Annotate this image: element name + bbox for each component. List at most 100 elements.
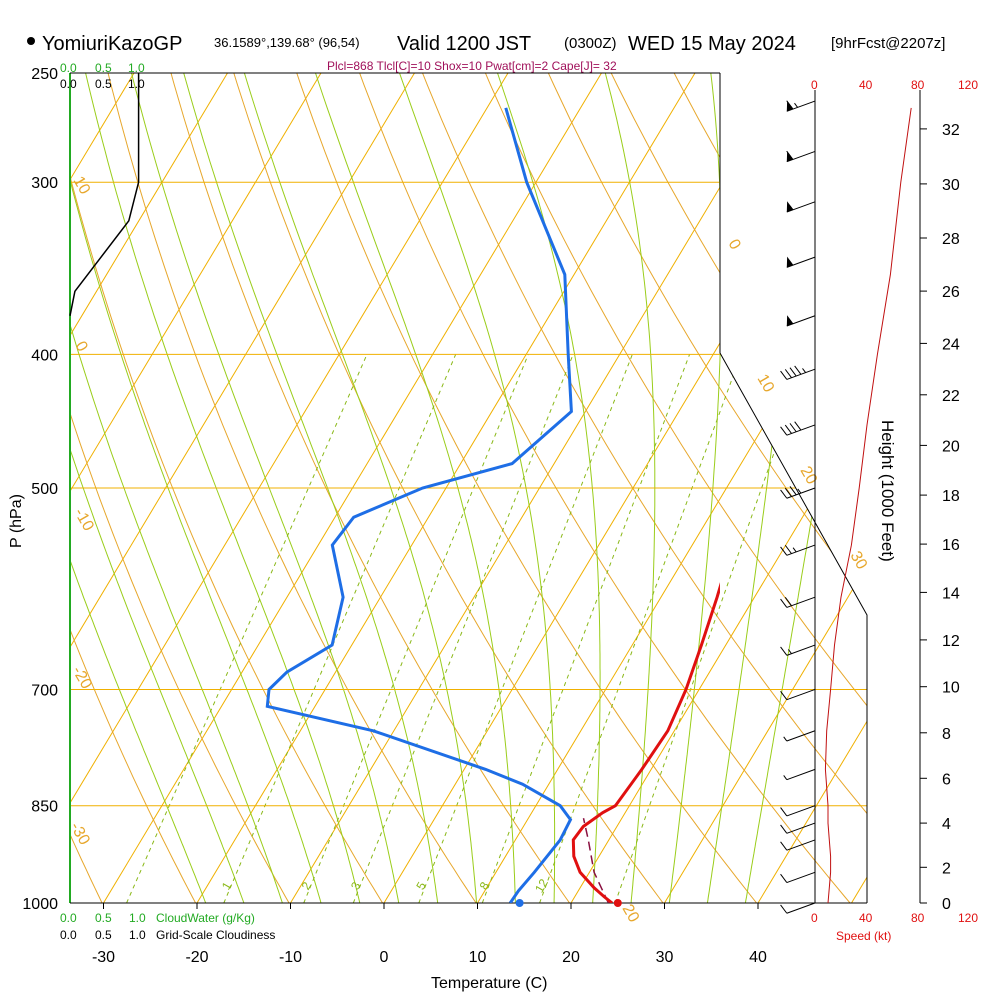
moist-adiabat-line [665,73,723,903]
height-tick-label: 10 [942,680,960,697]
utc-time: (0300Z) [564,35,617,52]
wind-barb-full [780,546,788,556]
dewpoint-profile [265,107,573,903]
dry-adiabat-line [474,73,867,903]
wind-barb-half [783,736,788,742]
surface-dewpoint-marker [515,899,524,907]
moist-adiabat-line [70,73,293,903]
height-tick-label: 18 [942,488,960,505]
wind-barbs [780,100,816,914]
wind-barb-full [786,150,794,160]
isotherm-label: 0 [725,237,744,253]
mixing-ratio-line [539,354,742,903]
wind-barb-half [787,649,792,654]
isotherm-label: 10 [754,372,778,396]
dry-adiabat-line [972,49,1000,933]
speed-tick-80-top: 80 [911,78,925,92]
wind-barb-staff [786,644,816,656]
cloud-water-tick-1: 1.0 [128,61,145,75]
station-dot-icon [27,37,35,45]
wind-barb [786,100,816,112]
mixing-ratio-labels: 1 2 3 5 8 12 [219,876,551,895]
mixing-ratio-line [126,354,368,903]
mixing-ratio-lines [126,354,810,903]
wind-barb-full [794,421,802,431]
moist-adiabat-line [497,73,601,903]
wind-barb-half [783,775,788,780]
moist-adiabat-line [604,73,656,903]
wind-barb-half [792,547,797,553]
valid-date: WED 15 May 2024 [628,33,796,55]
pressure-tick-label: 700 [31,683,58,700]
height-tick-label: 28 [942,231,960,248]
wind-barb-staff [786,544,816,556]
wind-barb [783,730,816,742]
wind-barb [780,421,816,436]
speed-tick-40-bottom: 40 [859,911,873,925]
wind-barb-full [784,424,792,434]
cloudiness-tick-1-bottom: 1.0 [129,928,146,942]
temperature-tick-label: 30 [656,949,674,966]
mixing-ratio-label: 1 [219,879,235,892]
speed-tick-120-bottom: 120 [958,911,978,925]
wind-barb-full [794,365,802,375]
mixing-ratio-line [352,354,574,903]
dry-adiabat-line [163,73,592,903]
height-tick-label: 30 [942,177,960,194]
pressure-tick-label: 1000 [22,896,58,913]
height-tick-label: 32 [942,122,960,139]
temperature-axis-title: Temperature (C) [431,975,547,992]
isotherm-line [757,73,867,903]
temperature-profile [571,582,720,903]
speed-tick-80-bottom: 80 [911,911,925,925]
wind-barb [780,688,816,701]
wind-barb [780,365,816,380]
wind-barb [780,871,816,884]
dry-adiabat-line [412,73,867,903]
pressure-tick-label: 850 [31,799,58,816]
mixing-ratio-line [614,354,810,903]
isobar-lines [70,181,867,904]
height-tick-label: 0 [942,896,951,913]
wind-barb [780,644,816,656]
height-tick-label: 22 [942,388,960,405]
temperature-tick-label: 10 [469,949,487,966]
forecast-tag: [9hrFcst@2207z] [831,35,945,52]
mixing-ratio-line [223,354,457,903]
dry-adiabat-line [536,73,867,903]
cloud-water-tick-05-bottom: 0.5 [95,911,112,925]
temperature-tick-label: 20 [562,949,580,966]
moist-adiabat-line [183,73,442,903]
dry-adiabat-line [70,73,402,903]
wind-barb-full [784,369,792,379]
height-tick-label: 6 [942,771,951,788]
wind-barb [780,839,816,851]
wind-barb-staff [786,768,816,781]
cloudiness-tick-0: 0.0 [60,77,77,91]
mixing-ratio-label: 8 [477,879,493,892]
wind-barb-full [786,100,794,110]
cloudiness-tick-1: 1.0 [128,77,145,91]
dry-adiabat-line [70,73,307,903]
pressure-tick-label: 250 [31,66,58,83]
speed-scale-top: 0 40 80 120 [811,78,978,92]
wind-barb-staff [786,902,816,914]
wind-barb-staff [786,805,816,817]
temperature-tick-label: -30 [92,949,115,966]
moist-adiabat-line [131,73,405,903]
cloud-water-label: CloudWater (g/Kg) [156,911,255,925]
mixing-ratio-line [418,354,633,903]
wind-barb-full [780,646,788,656]
cloudiness-tick-0-bottom: 0.0 [60,928,77,942]
dry-adiabat-line [70,73,117,903]
height-tick-label: 2 [942,860,951,877]
moist-adiabat-line [70,73,330,903]
wind-barb-staff [786,730,816,742]
wind-barb-half [789,205,794,211]
surface-temperature-marker [613,899,622,907]
wind-barb-full [780,426,788,436]
wind-barb [786,256,816,268]
wind-barb-full [780,807,788,817]
isotherm-label: 20 [619,902,643,926]
